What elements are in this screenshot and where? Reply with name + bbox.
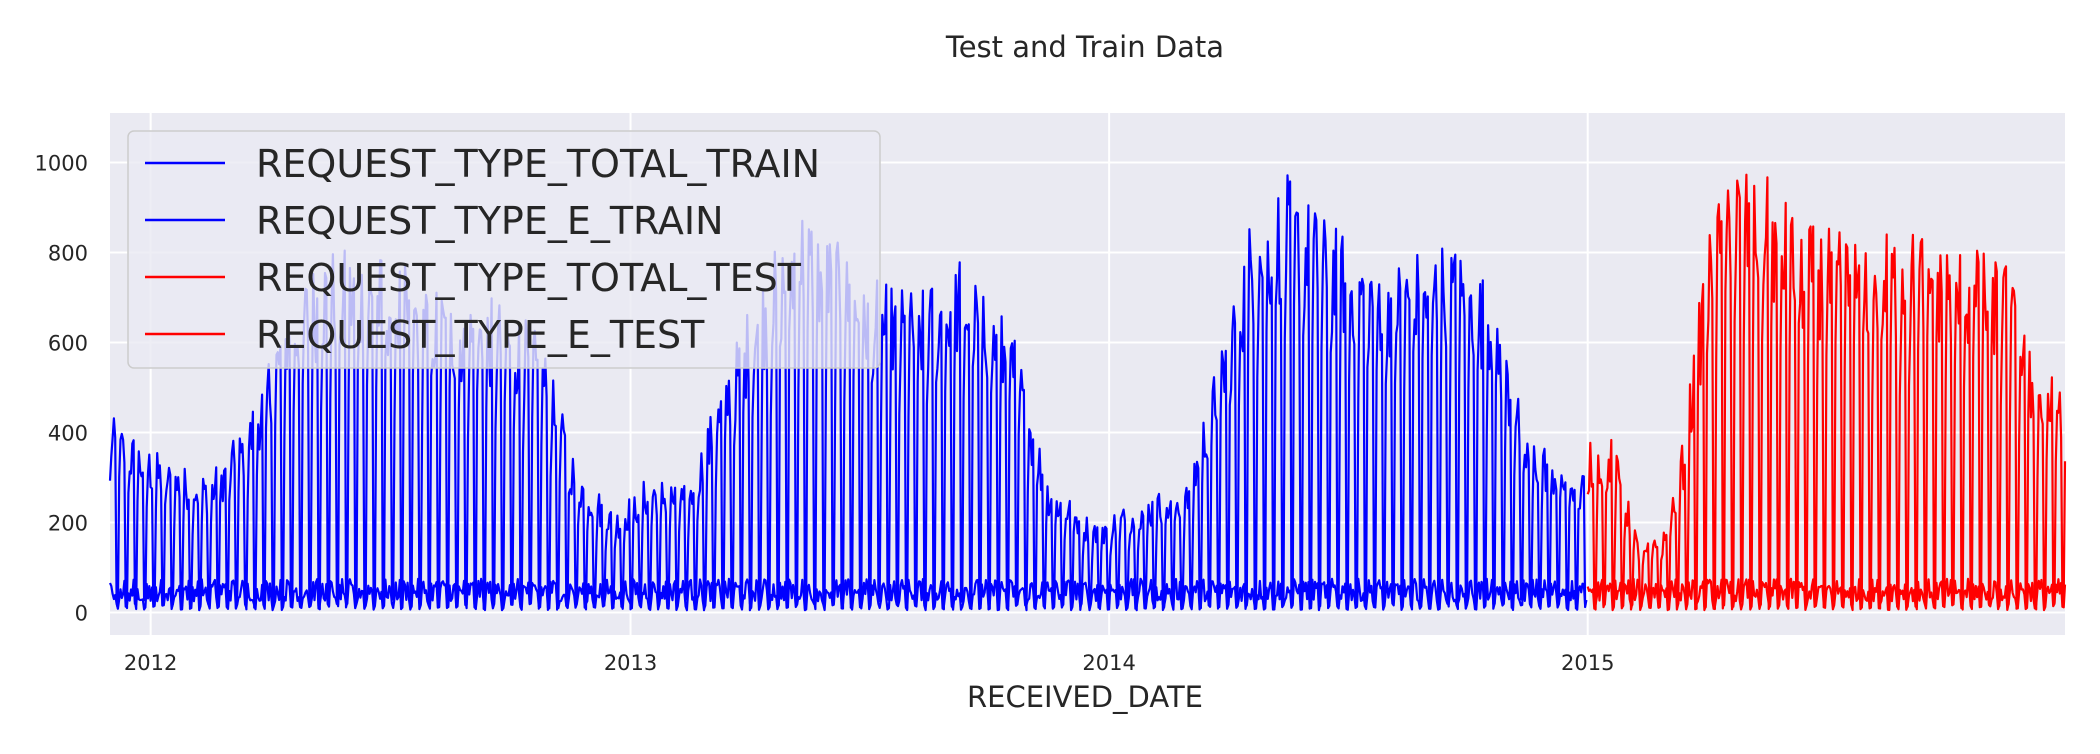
legend-label: REQUEST_TYPE_E_TRAIN xyxy=(256,199,724,243)
legend: REQUEST_TYPE_TOTAL_TRAIN REQUEST_TYPE_E_T… xyxy=(127,130,881,369)
y-tick-label: 0 xyxy=(75,602,88,626)
series-line-request-type-e-train xyxy=(108,577,1587,612)
y-tick-label: 1000 xyxy=(35,152,88,176)
series-line-request-type-total-test xyxy=(1586,173,2067,612)
x-tick-label: 2012 xyxy=(124,651,177,675)
y-tick-label: 800 xyxy=(48,242,88,266)
legend-label: REQUEST_TYPE_E_TEST xyxy=(256,313,705,357)
series-line-request-type-e-test xyxy=(1586,577,2067,612)
x-axis-label: RECEIVED_DATE xyxy=(967,680,1203,714)
y-tick-label: 600 xyxy=(48,332,88,356)
x-tick-label: 2014 xyxy=(1082,651,1135,675)
x-tick-label: 2015 xyxy=(1561,651,1614,675)
legend-label: REQUEST_TYPE_TOTAL_TEST xyxy=(256,256,802,300)
axis-ticks: 0 200 400 600 800 1000 2012 2013 2014 2015 xyxy=(35,152,1615,676)
legend-label: REQUEST_TYPE_TOTAL_TRAIN xyxy=(256,142,820,186)
y-tick-label: 400 xyxy=(48,422,88,446)
legend-box xyxy=(127,130,881,369)
y-tick-label: 200 xyxy=(48,512,88,536)
x-tick-label: 2013 xyxy=(604,651,657,675)
chart-title: Test and Train Data xyxy=(945,30,1224,64)
